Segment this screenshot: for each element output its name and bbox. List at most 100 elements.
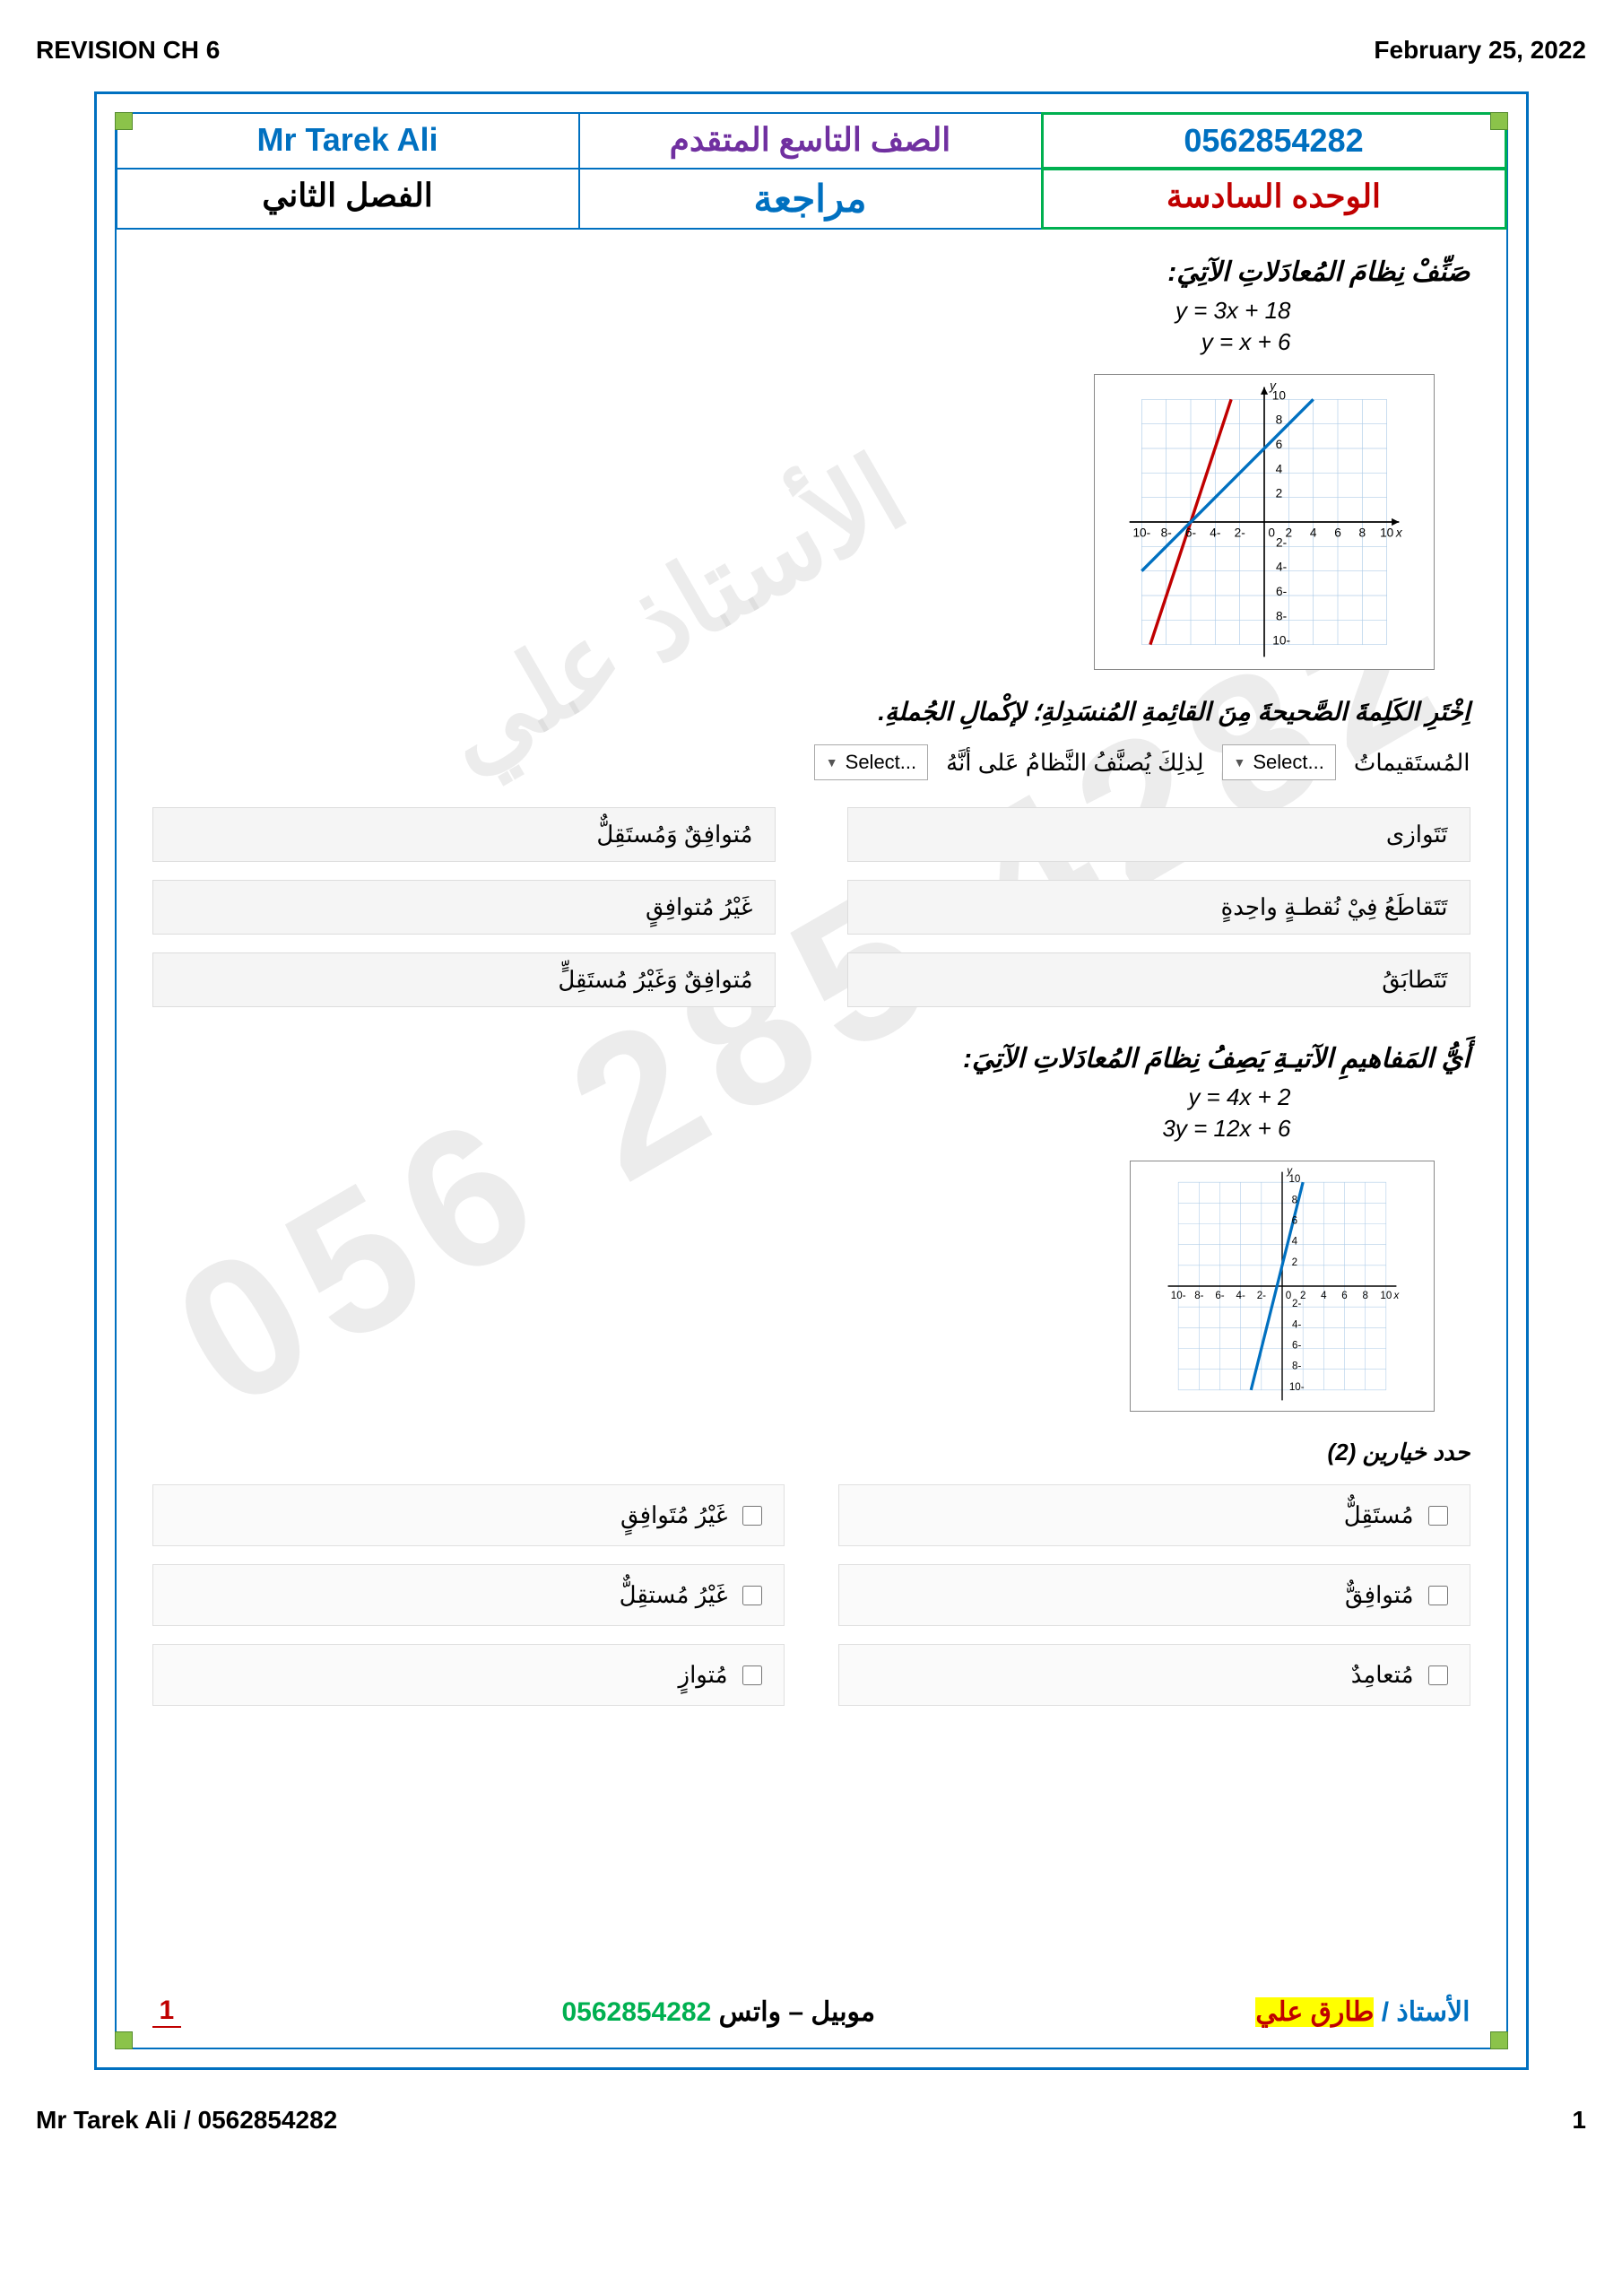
page-header: REVISION CH 6 February 25, 2022 [36,36,1586,65]
select-dropdown-1[interactable]: ▼ Select... [1222,744,1336,780]
q1-instruction: اِخْتَرِ الكَلِمةَ الصَّحيحةَ مِنَ القائ… [152,697,1470,726]
corner-decoration [115,112,133,130]
teacher-name: Mr Tarek Ali [116,112,580,170]
option-item[interactable]: تَتَطابَقُ [847,952,1470,1007]
checkbox-option[interactable]: مُتعامِدٌ [838,1644,1470,1706]
option-item[interactable]: مُتوافِقٌ وَغَيْرُ مُستَقِلٍّ [152,952,776,1007]
q2-eq2: 3y = 12x + 6 [152,1115,1291,1143]
svg-text:2: 2 [1291,1257,1297,1268]
svg-text:8: 8 [1291,1195,1297,1205]
checkbox-input[interactable] [1428,1665,1448,1685]
unit: الوحده السادسة [1041,168,1507,230]
checkbox-option[interactable]: مُتوازٍ [152,1644,785,1706]
svg-text:6: 6 [1341,1291,1347,1301]
content-area: 056 285 4282 الأستاذ علي صَنِّفْ نِظامَ … [117,230,1506,1769]
option-item[interactable]: غَيْرُ مُتوافِقٍ [152,880,776,935]
svg-text:-4: -4 [1236,1291,1245,1301]
svg-text:-8: -8 [1292,1361,1301,1372]
svg-text:-10: -10 [1272,634,1290,648]
inner-frame: Mr Tarek Ali الصف التاسع المتقدم 0562854… [115,112,1508,2049]
term: الفصل الثاني [116,168,580,230]
checkbox-input[interactable] [1428,1506,1448,1526]
q2-equations: y = 4x + 2 3y = 12x + 6 [152,1083,1470,1143]
svg-text:4: 4 [1291,1237,1297,1248]
footer-contact: موبيل – واتس 0562854282 [561,1996,875,2028]
svg-text:-2: -2 [1256,1291,1265,1301]
svg-text:-6: -6 [1292,1341,1301,1352]
svg-text:4: 4 [1275,462,1282,475]
q2-instruction: حدد خيارين (2) [152,1439,1470,1466]
graph-svg: -10-8-6-4-20246810 108642 -2-4-6-8-10 yx [1131,1161,1434,1411]
option-item[interactable]: تَتَوازى [847,807,1470,862]
svg-text:8: 8 [1275,413,1282,427]
svg-text:10: 10 [1380,1291,1392,1301]
checkbox-option[interactable]: غَيْرُ مُستقِلٌّ [152,1564,785,1626]
question-2: أَيُّ المَفاهيمِ الآتيـةِ يَصِفُ نِظامَ … [152,1043,1470,1706]
footer-page-number: 1 [152,1996,182,2028]
svg-text:-8: -8 [1194,1291,1203,1301]
q1-right-options: مُتوافِقٌ وَمُستَقِلٌّ غَيْرُ مُتوافِقٍ … [152,807,776,1007]
svg-text:-8: -8 [1276,609,1287,622]
svg-text:4: 4 [1321,1291,1327,1301]
option-item[interactable]: مُتوافِقٌ وَمُستَقِلٌّ [152,807,776,862]
svg-text:8: 8 [1358,526,1366,539]
svg-text:-4: -4 [1210,526,1220,539]
svg-text:-6: -6 [1215,1291,1224,1301]
q2-title: أَيُّ المَفاهيمِ الآتيـةِ يَصِفُ نِظامَ … [152,1043,1470,1074]
q1-eq2: y = x + 6 [152,328,1291,356]
svg-text:-4: -4 [1292,1319,1301,1330]
q1-graph: -10-8-6-4-20246810 108642 -2-4-6-8-10 yx [1094,374,1435,670]
topic: مراجعة [578,168,1043,230]
chevron-down-icon: ▼ [1234,755,1246,770]
svg-text:4: 4 [1309,526,1316,539]
svg-text:-2: -2 [1292,1299,1301,1309]
svg-text:x: x [1394,526,1402,539]
chevron-down-icon: ▼ [826,755,838,770]
worksheet-frame: Mr Tarek Ali الصف التاسع المتقدم 0562854… [94,91,1529,2070]
question-1: صَنِّفْ نِظامَ المُعادَلاتِ الآتِيَ: y =… [152,257,1470,1007]
sentence-mid: لِذلِكَ يُصنَّفُ النَّظامُ عَلى أنَّهُ [946,749,1203,777]
svg-text:-8: -8 [1160,526,1171,539]
select-dropdown-2[interactable]: ▼ Select... [814,744,928,780]
q1-left-options: تَتَوازى تَتَقاطَعُ فِيْ نُقطـةٍ واحِدةٍ… [847,807,1470,1007]
footer-page: 1 [1572,2106,1586,2135]
option-item[interactable]: تَتَقاطَعُ فِيْ نُقطـةٍ واحِدةٍ [847,880,1470,935]
svg-text:8: 8 [1362,1291,1367,1301]
grade-level: الصف التاسع المتقدم [578,112,1043,170]
svg-text:0: 0 [1268,526,1275,539]
footer-author: Mr Tarek Ali / 0562854282 [36,2106,337,2135]
footer-name: الأستاذ / طارق علي [1255,1996,1470,2028]
svg-text:-6: -6 [1276,585,1287,598]
q1-options-container: تَتَوازى تَتَقاطَعُ فِيْ نُقطـةٍ واحِدةٍ… [152,807,1470,1007]
checkbox-option[interactable]: غَيْرُ مُتَوافِقٍ [152,1484,785,1546]
checkbox-option[interactable]: مُستَقِلٌّ [838,1484,1470,1546]
q2-checkbox-grid: مُستَقِلٌّ غَيْرُ مُتَوافِقٍ مُتوافِقٌّ … [152,1484,1470,1706]
checkbox-input[interactable] [742,1586,762,1605]
corner-decoration [1490,112,1508,130]
svg-text:10: 10 [1380,526,1394,539]
svg-text:2: 2 [1275,487,1282,500]
svg-text:0: 0 [1285,1291,1290,1301]
sentence-prefix: المُستَقيماتُ [1354,749,1470,777]
page-footer: Mr Tarek Ali / 0562854282 1 [36,2106,1586,2135]
svg-text:6: 6 [1291,1216,1297,1227]
q1-sentence-row: المُستَقيماتُ ▼ Select... لِذلِكَ يُصنَّ… [152,744,1470,780]
svg-text:6: 6 [1275,438,1282,451]
svg-text:-10: -10 [1132,526,1150,539]
checkbox-input[interactable] [742,1665,762,1685]
svg-text:-10: -10 [1288,1382,1304,1393]
svg-text:-10: -10 [1170,1291,1185,1301]
svg-text:x: x [1392,1291,1400,1301]
header-date: February 25, 2022 [1374,36,1586,65]
q2-eq1: y = 4x + 2 [152,1083,1291,1111]
svg-text:-6: -6 [1184,526,1195,539]
header-table: Mr Tarek Ali الصف التاسع المتقدم 0562854… [117,114,1506,230]
svg-text:-2: -2 [1276,535,1287,549]
checkbox-input[interactable] [1428,1586,1448,1605]
svg-text:y: y [1286,1166,1293,1177]
header-title: REVISION CH 6 [36,36,220,65]
graph-svg: -10-8-6-4-20246810 108642 -2-4-6-8-10 yx [1095,375,1434,669]
checkbox-option[interactable]: مُتوافِقٌّ [838,1564,1470,1626]
svg-text:6: 6 [1334,526,1341,539]
checkbox-input[interactable] [742,1506,762,1526]
